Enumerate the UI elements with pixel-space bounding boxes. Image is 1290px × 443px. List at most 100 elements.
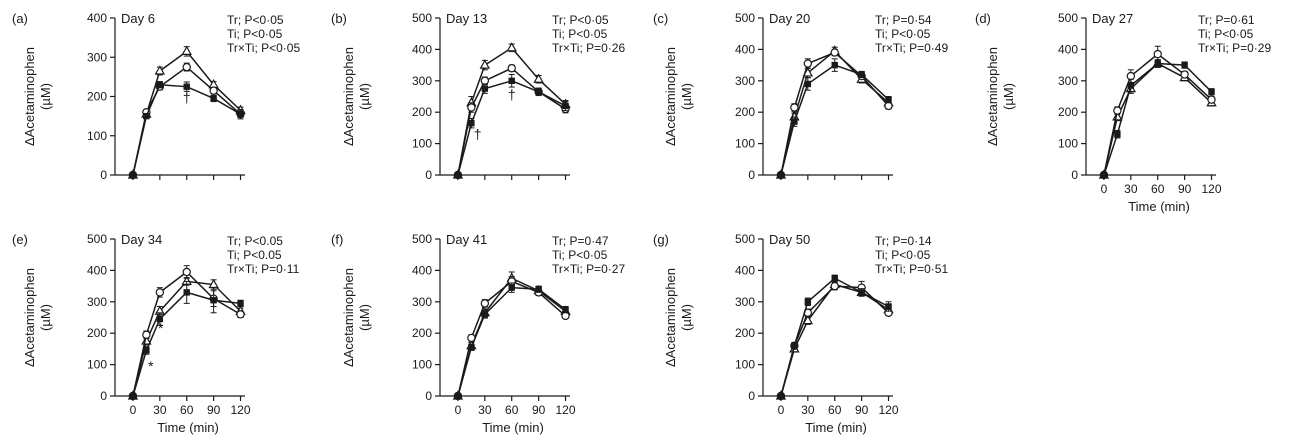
data-point-square bbox=[454, 392, 462, 400]
data-point-square bbox=[210, 95, 217, 102]
data-point-circle bbox=[1153, 49, 1162, 59]
x-tick-label: 90 bbox=[207, 403, 221, 417]
y-tick-label: 400 bbox=[87, 263, 107, 277]
data-point-square bbox=[831, 275, 838, 282]
y-tick-label: 300 bbox=[87, 50, 107, 64]
y-tick-label: 300 bbox=[1058, 74, 1078, 88]
y-tick-label: 300 bbox=[735, 74, 755, 88]
x-tick-label: 90 bbox=[855, 403, 869, 417]
series-square-filled bbox=[777, 58, 892, 179]
stats-line: Ti; P<0·05 bbox=[227, 27, 283, 41]
series-line bbox=[132, 83, 241, 176]
stats-line: Tr×Ti; P=0·29 bbox=[1198, 41, 1271, 55]
stats-line: Tr; P<0·05 bbox=[227, 13, 284, 27]
y-tick-label: 100 bbox=[87, 129, 107, 143]
y-tick-label: 0 bbox=[425, 389, 432, 403]
x-tick-label: 120 bbox=[879, 403, 899, 417]
y-axis-title: ΔAcetaminophen bbox=[22, 47, 37, 146]
panel-g: (g) ΔAcetaminophen (µM) 0 100 200 300 400 500 0 30… bbox=[653, 232, 948, 435]
data-point-square bbox=[791, 118, 798, 125]
y-tick-label: 400 bbox=[735, 42, 755, 56]
data-point-triangle bbox=[181, 45, 192, 55]
series-line bbox=[1103, 62, 1213, 176]
data-point-square bbox=[858, 71, 865, 78]
data-point-triangle bbox=[506, 42, 517, 52]
series-line bbox=[457, 46, 567, 176]
series-triangle-open bbox=[1098, 57, 1217, 179]
y-tick-label: 0 bbox=[748, 168, 755, 182]
stats-line: Ti; P<0·05 bbox=[1198, 27, 1254, 41]
data-point-square bbox=[885, 303, 892, 310]
series-line bbox=[132, 291, 241, 397]
y-tick-label: 100 bbox=[1058, 137, 1078, 151]
stats-line: Tr×Ti; P<0·05 bbox=[227, 41, 300, 55]
significance-marker: † bbox=[508, 87, 516, 103]
series-square-filled bbox=[777, 274, 892, 400]
panel-a: (a) ΔAcetaminophen (µM) 0 100 200 300 400 Day 6 T… bbox=[12, 11, 300, 182]
x-tick-label: 0 bbox=[130, 403, 137, 417]
y-tick-label: 300 bbox=[412, 295, 432, 309]
stats-line: Ti; P<0·05 bbox=[875, 248, 931, 262]
stats-line: Ti; P<0·05 bbox=[552, 248, 608, 262]
x-tick-label: 30 bbox=[801, 403, 815, 417]
data-point-square bbox=[237, 300, 244, 307]
data-point-square bbox=[468, 344, 475, 351]
x-axis-title: Time (min) bbox=[482, 420, 544, 435]
data-point-circle bbox=[1180, 70, 1189, 79]
stats-line: Tr; P=0·54 bbox=[875, 13, 932, 27]
x-tick-label: 30 bbox=[153, 403, 167, 417]
data-point-square bbox=[468, 119, 475, 127]
data-point-square bbox=[156, 81, 164, 88]
data-point-square bbox=[481, 311, 489, 318]
day-title: Day 6 bbox=[121, 11, 155, 26]
data-point-square bbox=[1127, 82, 1135, 89]
data-point-square bbox=[562, 306, 569, 313]
panel-c: (c) ΔAcetaminophen (µM) 0 100 200 300 400 500 Day… bbox=[653, 11, 948, 182]
data-point-square bbox=[885, 96, 892, 103]
data-point-circle bbox=[182, 62, 191, 72]
data-point-circle bbox=[142, 330, 151, 339]
data-point-square bbox=[804, 80, 812, 88]
panel-label: (a) bbox=[12, 11, 28, 26]
y-tick-label: 400 bbox=[87, 11, 107, 25]
data-point-square bbox=[1181, 61, 1188, 69]
x-tick-label: 120 bbox=[1202, 182, 1222, 196]
data-point-square bbox=[804, 298, 812, 305]
data-point-square bbox=[535, 88, 542, 95]
data-point-circle bbox=[480, 299, 490, 308]
x-tick-label: 0 bbox=[455, 403, 462, 417]
y-tick-label: 500 bbox=[735, 11, 755, 25]
x-tick-label: 30 bbox=[1124, 182, 1138, 196]
x-tick-label: 90 bbox=[1178, 182, 1192, 196]
data-point-circle bbox=[507, 64, 516, 73]
series-circle-open bbox=[128, 62, 245, 180]
y-tick-label: 100 bbox=[735, 358, 755, 372]
stats-line: Tr×Ti; P=0·26 bbox=[552, 41, 625, 55]
data-point-square bbox=[143, 347, 150, 354]
y-axis-unit: (µM) bbox=[38, 83, 53, 110]
y-tick-label: 300 bbox=[735, 295, 755, 309]
significance-marker: * bbox=[148, 358, 154, 374]
y-axis-title: ΔAcetaminophen bbox=[985, 47, 1000, 146]
data-point-triangle bbox=[154, 65, 166, 75]
y-tick-label: 200 bbox=[735, 326, 755, 340]
significance-marker: † bbox=[183, 89, 191, 105]
y-axis-title: ΔAcetaminophen bbox=[22, 268, 37, 367]
day-title: Day 20 bbox=[769, 11, 810, 26]
stats-line: Tr; P=0·14 bbox=[875, 234, 932, 248]
data-point-circle bbox=[1207, 95, 1216, 104]
y-tick-label: 0 bbox=[100, 168, 107, 182]
x-tick-label: 90 bbox=[532, 403, 546, 417]
y-tick-label: 400 bbox=[1058, 42, 1078, 56]
stats-line: Tr×Ti; P=0·51 bbox=[875, 262, 948, 276]
y-axis-unit: (µM) bbox=[1001, 83, 1016, 110]
series-line bbox=[780, 285, 890, 397]
y-tick-label: 0 bbox=[1071, 168, 1078, 182]
significance-marker: * bbox=[158, 320, 164, 336]
y-tick-label: 200 bbox=[735, 105, 755, 119]
y-tick-label: 200 bbox=[87, 326, 107, 340]
panel-label: (g) bbox=[653, 232, 669, 247]
stats-line: Ti; P<0·05 bbox=[875, 27, 931, 41]
y-tick-label: 500 bbox=[735, 232, 755, 246]
x-tick-label: 60 bbox=[505, 403, 519, 417]
